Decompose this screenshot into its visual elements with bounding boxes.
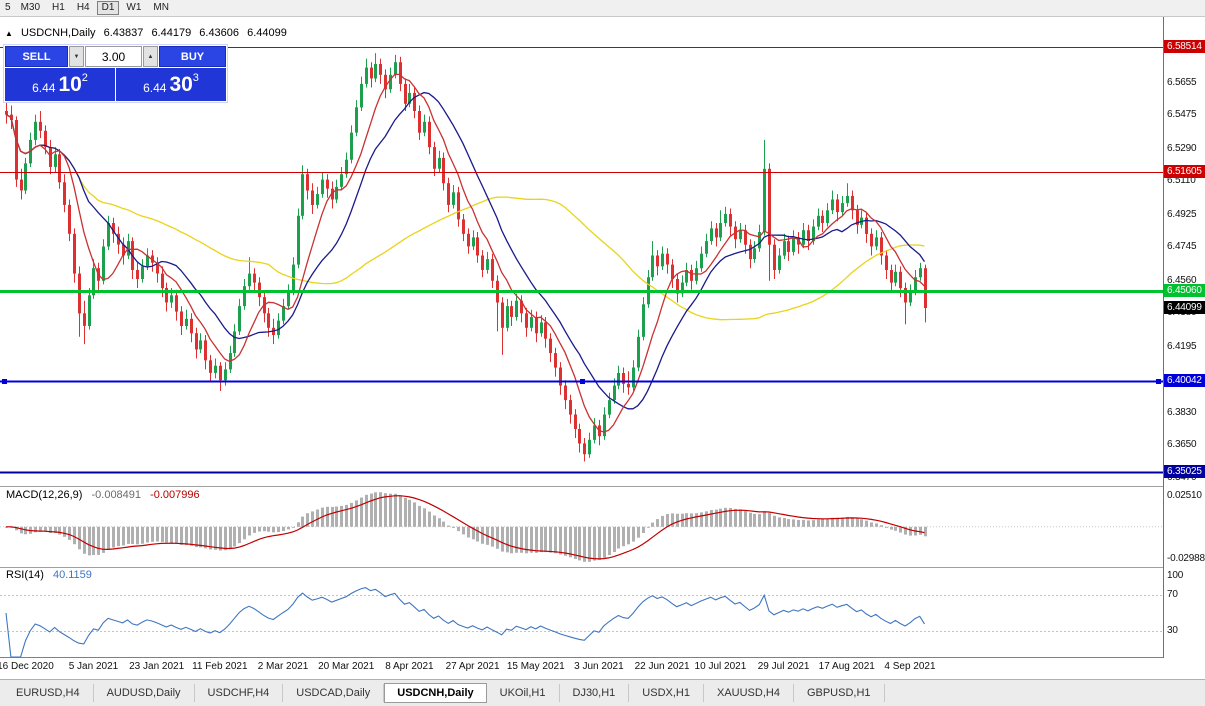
ma-line-16 (5, 91, 926, 410)
timeframe-m30-button[interactable]: M30 (16, 1, 45, 15)
macd-pane (0, 492, 1163, 562)
sell-price-frac: 2 (81, 71, 88, 84)
timeframe-h1-button[interactable]: H1 (47, 1, 70, 15)
tab-ukoil-h1[interactable]: UKOil,H1 (487, 684, 560, 702)
rsi-axis-label: 100 (1167, 570, 1184, 581)
chart-symbol-label: USDCNH,Daily (20, 27, 96, 39)
macd-name: MACD(12,26,9) (6, 489, 83, 501)
hline-handle[interactable] (2, 379, 7, 384)
volume-decrease-button[interactable]: ▼ (69, 46, 84, 67)
rsi-axis-label: 30 (1167, 624, 1178, 636)
rsi-line (5, 587, 925, 658)
tab-usdx-h1[interactable]: USDX,H1 (629, 684, 704, 702)
buy-button[interactable]: BUY (159, 46, 226, 67)
price-axis-label: 6.3650 (1167, 439, 1197, 451)
price-axis-label: 6.4745 (1167, 241, 1197, 253)
ohlc-close: 6.44099 (247, 27, 287, 39)
price-axis-label: 6.5475 (1167, 109, 1197, 121)
timeframe-m5-button[interactable]: 5 (2, 1, 14, 15)
buy-price-frac: 3 (192, 71, 199, 84)
tab-dj30-h1[interactable]: DJ30,H1 (560, 684, 630, 702)
rsi-pane (0, 587, 1163, 658)
rsi-axis-label: 70 (1167, 589, 1178, 601)
price-axis-label: 6.5110 (1167, 175, 1196, 187)
chart-info-line: ▲ USDCNH,Daily 6.43837 6.44179 6.43606 6… (5, 27, 292, 39)
date-axis-label: 5 Jan 2021 (68, 661, 119, 672)
tab-eurusd-h4[interactable]: EURUSD,H4 (3, 684, 94, 702)
rsi-indicator-label: RSI(14) 40.1159 (6, 569, 92, 581)
hline-price-tag[interactable]: 6.45060 (1164, 283, 1205, 297)
date-axis-label: 11 Feb 2021 (192, 661, 248, 672)
date-axis-label: 8 Apr 2021 (385, 661, 434, 672)
buy-price-pips: 30 (169, 73, 193, 96)
date-axis-label: 27 Apr 2021 (445, 661, 500, 672)
macd-main-value: -0.008491 (91, 489, 142, 501)
price-axis-label: 6.5290 (1167, 142, 1197, 154)
price-axis-label: 6.4560 (1167, 274, 1197, 286)
timeframe-mn-button[interactable]: MN (148, 1, 174, 15)
price-axis-label: 6.3830 (1167, 406, 1197, 418)
macd-signal-line (6, 495, 925, 560)
moving-averages (5, 73, 926, 433)
buy-price-main: 6.44 (143, 80, 167, 95)
ohlc-high: 6.44179 (151, 27, 192, 39)
sell-price-pips: 10 (58, 73, 82, 96)
date-axis-label: 20 Mar 2021 (318, 661, 375, 672)
macd-indicator-label: MACD(12,26,9) -0.008491 -0.007996 (6, 489, 200, 501)
chart-tabs: EURUSD,H4 AUDUSD,Daily USDCHF,H4 USDCAD,… (0, 679, 1205, 706)
ma-line-8 (5, 73, 925, 433)
tab-usdcad-daily[interactable]: USDCAD,Daily (283, 684, 385, 702)
hline-price-tag[interactable]: 6.35025 (1164, 464, 1205, 478)
date-axis-label: 10 Jul 2021 (694, 661, 747, 672)
hline-price-tag[interactable]: 6.58514 (1164, 40, 1205, 54)
date-axis-label: 22 Jun 2021 (634, 661, 690, 672)
timeframe-toolbar: 5 M30 H1 H4 D1 W1 MN (0, 0, 1205, 17)
date-axis-label: 4 Sep 2021 (884, 661, 936, 672)
date-axis[interactable]: 16 Dec 2020 5 Jan 2021 23 Jan 2021 11 Feb 2… (0, 658, 1163, 676)
timeframe-w1-button[interactable]: W1 (121, 1, 146, 15)
buy-price-display[interactable]: 6.44 30 3 (116, 68, 226, 101)
volume-increase-button[interactable]: ▲ (143, 46, 158, 67)
one-click-trading-panel: SELL ▼ ▲ BUY 6.44 10 2 6.44 30 3 (3, 44, 228, 103)
ohlc-open: 6.43837 (103, 27, 144, 39)
tab-xauusd-h4[interactable]: XAUUSD,H4 (704, 684, 794, 702)
date-axis-label: 23 Jan 2021 (129, 661, 185, 672)
hline-price-tag[interactable]: 6.51605 (1164, 165, 1205, 179)
price-axis-label: 6.5655 (1167, 76, 1197, 88)
sell-price-main: 6.44 (32, 80, 56, 95)
horizontal-lines (0, 47, 1163, 474)
current-price-tag: 6.44099 (1164, 300, 1205, 314)
timeframe-d1-button[interactable]: D1 (96, 1, 120, 15)
candles (5, 53, 927, 462)
date-axis-label: 15 May 2021 (506, 661, 565, 672)
one-click-panel-toggle-icon[interactable]: ▲ (5, 29, 13, 38)
volume-input[interactable] (85, 46, 142, 67)
date-axis-label: 2 Mar 2021 (257, 661, 309, 672)
sell-price-display[interactable]: 6.44 10 2 (5, 68, 115, 101)
macd-axis-max: 0.02510 (1167, 490, 1202, 501)
price-axis-label: 6.4925 (1167, 208, 1197, 220)
tab-audusd-daily[interactable]: AUDUSD,Daily (94, 684, 195, 702)
date-axis-label: 17 Aug 2021 (818, 661, 875, 672)
tab-usdchf-h4[interactable]: USDCHF,H4 (195, 684, 284, 702)
date-axis-label: 16 Dec 2020 (0, 661, 54, 672)
ma-line-55 (5, 114, 925, 321)
price-axis[interactable]: 6.5655 6.5475 6.5290 6.5110 6.4925 6.4745 6.45… (1163, 17, 1205, 658)
date-axis-label: 3 Jun 2021 (574, 661, 624, 672)
sell-button[interactable]: SELL (5, 46, 68, 67)
timeframe-h4-button[interactable]: H4 (72, 1, 95, 15)
macd-signal-value: -0.007996 (150, 489, 200, 501)
tab-usdcnh-daily[interactable]: USDCNH,Daily (384, 683, 487, 703)
rsi-name: RSI(14) (6, 569, 44, 581)
date-axis-label: 29 Jul 2021 (757, 661, 810, 672)
rsi-value: 40.1159 (52, 569, 92, 581)
price-chart[interactable] (0, 17, 1163, 658)
macd-axis-min: -0.02988 (1167, 553, 1205, 564)
hline-handle[interactable] (1156, 379, 1161, 384)
ohlc-low: 6.43606 (199, 27, 240, 39)
tab-gbpusd-h1[interactable]: GBPUSD,H1 (794, 684, 885, 702)
hline-handle[interactable] (580, 379, 585, 384)
price-axis-label: 6.4195 (1167, 340, 1197, 352)
hline-price-tag[interactable]: 6.40042 (1164, 374, 1205, 388)
